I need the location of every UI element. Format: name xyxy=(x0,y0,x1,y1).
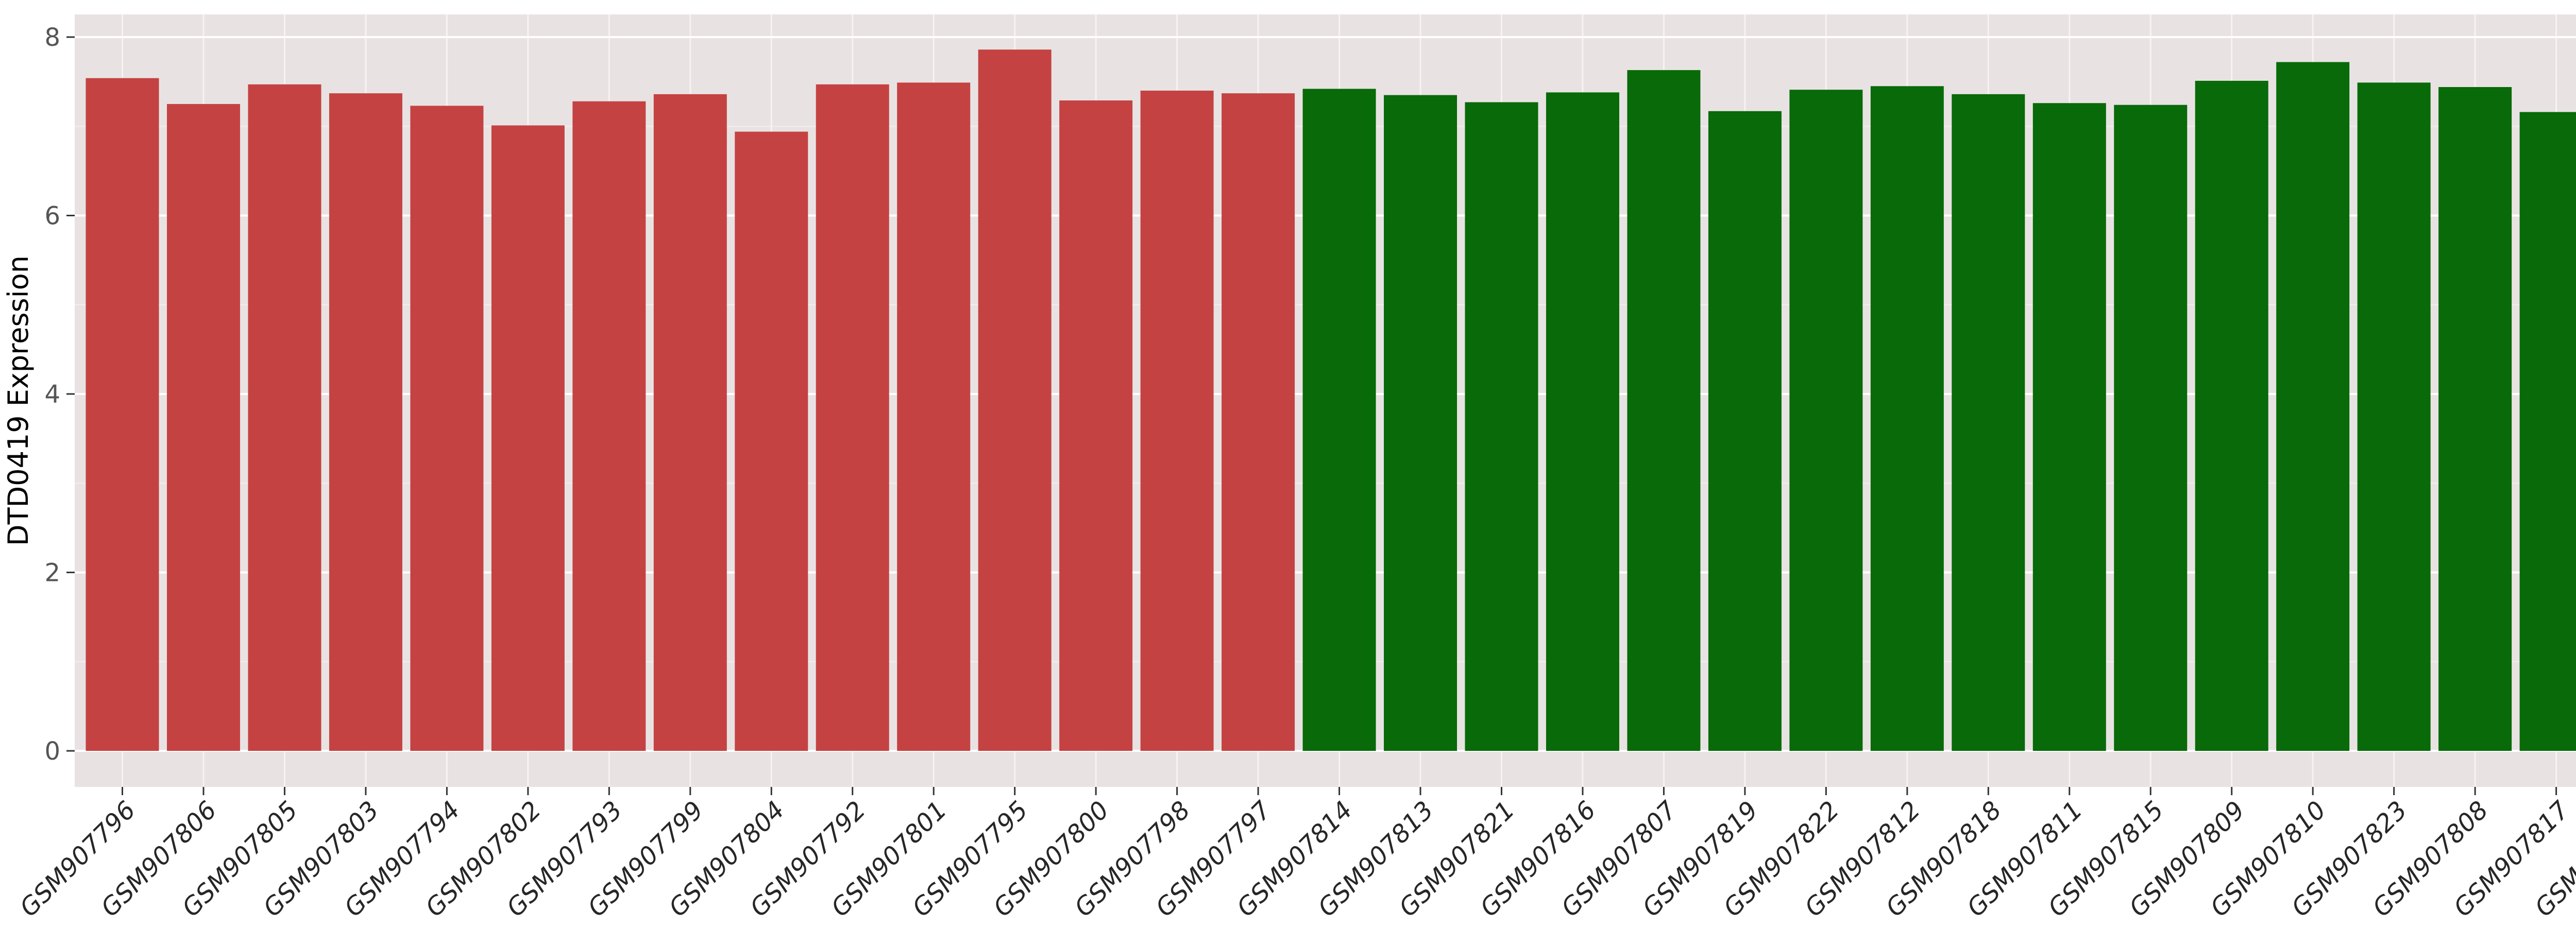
bar xyxy=(1870,86,1944,751)
y-tick-label: 2 xyxy=(44,559,60,588)
bar xyxy=(2114,105,2188,751)
bar xyxy=(816,84,889,751)
bar xyxy=(572,101,646,751)
bar xyxy=(1059,100,1133,751)
bar xyxy=(1302,89,1376,751)
y-tick-label: 4 xyxy=(44,380,60,409)
bar xyxy=(86,78,159,751)
bar xyxy=(248,84,321,751)
bar xyxy=(1546,92,1619,751)
y-tick-label: 6 xyxy=(44,202,60,231)
y-axis-label: DTD0419 Expression xyxy=(2,255,35,546)
bar xyxy=(2357,82,2431,751)
bar xyxy=(1952,94,2025,751)
bar xyxy=(2519,112,2576,751)
y-tick-label: 0 xyxy=(44,737,60,766)
bar xyxy=(329,93,402,751)
bar xyxy=(2195,80,2268,751)
bar xyxy=(897,82,971,751)
bar xyxy=(735,131,808,751)
bar xyxy=(653,94,727,751)
bar xyxy=(410,106,484,751)
bar xyxy=(166,104,240,751)
bar xyxy=(1384,95,1458,751)
bar xyxy=(1708,111,1782,751)
bar xyxy=(1627,70,1701,751)
bar xyxy=(491,125,565,751)
bar xyxy=(978,49,1052,751)
bar xyxy=(1789,90,1863,751)
y-tick-label: 8 xyxy=(44,23,60,52)
bar xyxy=(2438,87,2512,751)
bar xyxy=(1465,102,1538,751)
bar xyxy=(1140,90,1214,751)
bar xyxy=(1222,93,1295,751)
bar xyxy=(2032,103,2106,751)
bar xyxy=(2276,62,2350,751)
